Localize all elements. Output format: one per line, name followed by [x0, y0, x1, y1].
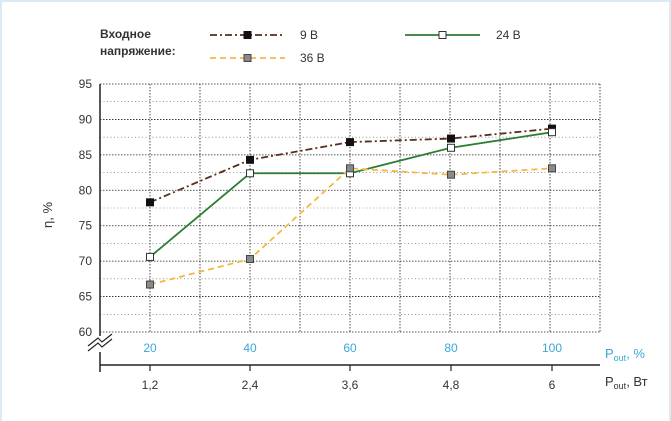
series-line: [149, 131, 553, 258]
data-point: [146, 252, 154, 261]
x-pct-tick-label: 20: [143, 341, 157, 355]
x-pct-tick-label: 60: [343, 341, 357, 355]
x-tick-label: 1,2: [142, 378, 159, 392]
legend-title-line-1: Входное: [100, 27, 151, 41]
data-point: [548, 164, 556, 173]
axis-break-mark: [87, 338, 113, 352]
y-tick-label: 70: [79, 254, 93, 268]
axes: [87, 84, 600, 372]
y-tick-label: 60: [79, 325, 93, 339]
y-tick-label: 85: [79, 148, 93, 162]
series-layer: [146, 124, 556, 289]
series-2: [146, 164, 556, 289]
legend-swatch-marker: [438, 31, 447, 39]
grid: [100, 83, 601, 333]
data-point: [246, 255, 254, 264]
legend-swatch-marker: [243, 54, 252, 62]
legend-item-0: 9 В: [210, 28, 318, 42]
data-point: [548, 128, 556, 137]
x-tick-label: 3,6: [342, 378, 359, 392]
axis-break-mark: [87, 333, 113, 347]
series-line: [149, 167, 553, 286]
data-point: [447, 134, 455, 143]
legend-item-2: 36 В: [210, 51, 325, 65]
y-tick-label: 75: [79, 219, 93, 233]
x-axis-label-pct: Pout, %: [605, 346, 645, 363]
x-tick-label: 6: [549, 378, 556, 392]
x-tick-label: 4,8: [443, 378, 460, 392]
data-point: [346, 138, 354, 147]
legend-label: 9 В: [300, 28, 318, 42]
y-axis-label: η, %: [40, 202, 55, 228]
data-point: [346, 164, 354, 173]
legend: Входное напряжение: 9 В 24 В 36 В: [100, 27, 521, 65]
x-pct-tick-label: 80: [444, 341, 458, 355]
x-pct-tick-label: 100: [542, 341, 562, 355]
x-tick-label: 2,4: [242, 378, 259, 392]
series-1: [146, 128, 556, 261]
x-pct-tick-label: 40: [243, 341, 257, 355]
ticks: 60 65 70 75 80 85 90 95 20 40 60 80 100 1,2 2,4 3,6 4,8 6: [79, 77, 563, 392]
data-point: [246, 169, 254, 178]
x-axis-label-power: Pout, Вт: [605, 374, 648, 391]
data-point: [246, 155, 254, 164]
legend-title-line-2: напряжение:: [100, 44, 176, 58]
y-tick-label: 90: [79, 112, 93, 126]
data-point: [447, 170, 455, 179]
data-point: [146, 198, 154, 207]
legend-item-1: 24 В: [405, 28, 521, 42]
y-tick-label: 95: [79, 77, 93, 91]
legend-label: 36 В: [300, 51, 325, 65]
legend-swatch-marker: [243, 31, 252, 39]
data-point: [447, 143, 455, 152]
y-tick-label: 65: [79, 290, 93, 304]
y-tick-label: 80: [79, 183, 93, 197]
data-point: [146, 280, 154, 289]
legend-label: 24 В: [496, 28, 521, 42]
